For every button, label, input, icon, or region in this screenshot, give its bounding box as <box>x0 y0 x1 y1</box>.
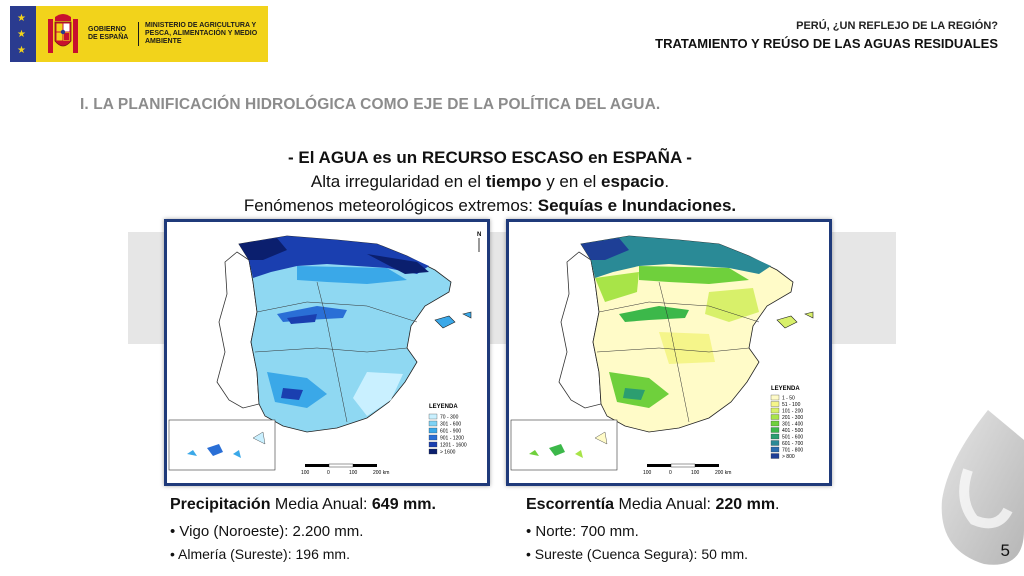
star-icon: ★ <box>17 13 26 24</box>
legend-swatch <box>770 394 780 401</box>
coat-of-arms-icon <box>48 14 78 53</box>
scale-label: 100 <box>349 470 358 476</box>
precipitation-bullets: • Vigo (Noroeste): 2.200 mm. • Almería (… <box>170 521 363 565</box>
legend-label: > 800 <box>782 454 795 460</box>
government-logo: ★ ★ ★ GOBIERNO DE ESPAÑA MINISTERIO DE A… <box>10 6 268 62</box>
legend-label: 601 - 900 <box>440 429 461 435</box>
subtitle-extremes: Fenómenos meteorológicos extremos: Sequí… <box>0 194 980 218</box>
runoff-bullets: • Norte: 700 mm. • Sureste (Cuenca Segur… <box>526 521 748 565</box>
legend-label: > 1600 <box>440 450 456 456</box>
legend-swatch <box>770 414 780 420</box>
subtitle-main: - El AGUA es un RECURSO ESCASO en ESPAÑA… <box>288 148 692 167</box>
runoff-map: LEYENDA 1 - 50 51 - 100 101 - 200 201 - … <box>506 219 832 486</box>
legend-swatch <box>770 420 780 427</box>
legend-label: 901 - 1200 <box>440 436 464 442</box>
eu-flag-strip: ★ ★ ★ <box>10 6 36 62</box>
runoff-legend: 1 - 50 51 - 100 101 - 200 201 - 300 301 … <box>770 394 803 460</box>
scale-bar: 100 0 100 200 km <box>301 463 389 476</box>
legend-label: 51 - 100 <box>782 402 801 408</box>
legend-label: 601 - 700 <box>782 441 803 447</box>
legend-label: 1 - 50 <box>782 396 795 402</box>
legend-label: 70 - 300 <box>440 415 459 421</box>
star-icon: ★ <box>17 45 26 56</box>
legend-swatch <box>770 407 780 414</box>
text-bold: espacio <box>601 172 665 191</box>
caption-suffix: . <box>775 496 780 513</box>
text-bold: tiempo <box>485 172 542 191</box>
section-heading: I. LA PLANIFICACIÓN HIDROLÓGICA COMO EJE… <box>80 96 661 113</box>
water-drop-icon <box>941 410 1024 565</box>
caption-text: Media Anual: <box>270 496 372 513</box>
text-span: . <box>664 172 670 191</box>
legend-label: 1201 - 1600 <box>440 443 467 449</box>
legend-label: 101 - 200 <box>782 409 803 415</box>
scale-label: 200 km <box>373 470 389 476</box>
legend-swatch <box>428 441 438 448</box>
legend-swatch <box>428 413 438 420</box>
legend-swatch <box>428 420 438 427</box>
caption-term: Escorrentía <box>526 496 615 513</box>
government-label: GOBIERNO DE ESPAÑA <box>88 26 129 41</box>
legend-swatch <box>770 446 780 453</box>
header-topic: TRATAMIENTO Y REÚSO DE LAS AGUAS RESIDUA… <box>655 36 998 51</box>
subtitle-irregularity: Alta irregularidad en el tiempo y en el … <box>0 170 980 194</box>
list-item: • Norte: 700 mm. <box>526 523 639 540</box>
legend-swatch <box>770 401 780 407</box>
page-number: 5 <box>1000 541 1010 560</box>
north-label: N <box>477 232 481 238</box>
presentation-header: PERÚ, ¿UN REFLEJO DE LA REGIÓN? TRATAMIE… <box>655 20 998 51</box>
caption-term: Precipitación <box>170 496 271 513</box>
scale-label: 100 <box>301 470 310 476</box>
subtitle-block: - El AGUA es un RECURSO ESCASO en ESPAÑA… <box>0 146 980 218</box>
legend-label: 701 - 800 <box>782 448 803 454</box>
list-item: • Vigo (Noroeste): 2.200 mm. <box>170 523 364 540</box>
star-icon: ★ <box>17 29 26 40</box>
scale-bar: 100 0 100 200 km <box>643 463 731 476</box>
legend-label: 501 - 600 <box>782 435 803 441</box>
scale-label: 100 <box>643 470 652 476</box>
legend-swatch <box>770 433 780 440</box>
text-bold: Sequías e Inundaciones. <box>537 196 737 215</box>
list-item: • Almería (Sureste): 196 mm. <box>170 546 350 562</box>
scale-label: 100 <box>691 470 700 476</box>
legend-swatch <box>428 434 438 441</box>
precipitation-map-graphic: N LEYENDA 70 - 300 301 - 600 601 - 900 9… <box>168 232 481 476</box>
legend-swatch <box>770 453 780 459</box>
legend-label: 301 - 600 <box>440 422 461 428</box>
legend-swatch <box>428 448 438 455</box>
header-question: PERÚ, ¿UN REFLEJO DE LA REGIÓN? <box>796 20 998 32</box>
legend-swatch <box>428 427 438 434</box>
legend-label: 301 - 400 <box>782 422 803 428</box>
runoff-caption: Escorrentía Media Anual: 220 mm. <box>526 496 780 514</box>
text-span: Alta irregularidad en el <box>310 172 486 191</box>
runoff-map-graphic: LEYENDA 1 - 50 51 - 100 101 - 200 201 - … <box>510 235 814 476</box>
precipitation-legend: 70 - 300 301 - 600 601 - 900 901 - 1200 … <box>428 413 467 456</box>
text-span: y en el <box>541 172 602 191</box>
caption-text: Media Anual: <box>614 496 716 513</box>
ministry-label: MINISTERIO DE AGRICULTURA Y PESCA, ALIME… <box>138 22 265 46</box>
scale-label: 0 <box>669 470 672 476</box>
legend-label: 401 - 500 <box>782 428 803 434</box>
legend-title: LEYENDA <box>429 404 458 410</box>
legend-title: LEYENDA <box>771 386 800 392</box>
list-item: • Sureste (Cuenca Segura): 50 mm. <box>526 546 748 562</box>
scale-label: 0 <box>327 470 330 476</box>
text-span: Fenómenos meteorológicos extremos: <box>243 196 538 215</box>
scale-label: 200 km <box>715 470 731 476</box>
precipitation-caption: Precipitación Media Anual: 649 mm. <box>170 496 436 514</box>
legend-swatch <box>770 440 780 446</box>
caption-value: 649 mm. <box>371 496 436 513</box>
legend-swatch <box>770 427 780 433</box>
legend-label: 201 - 300 <box>782 415 803 421</box>
precipitation-map: N LEYENDA 70 - 300 301 - 600 601 - 900 9… <box>164 219 490 486</box>
caption-value: 220 mm <box>715 496 776 513</box>
